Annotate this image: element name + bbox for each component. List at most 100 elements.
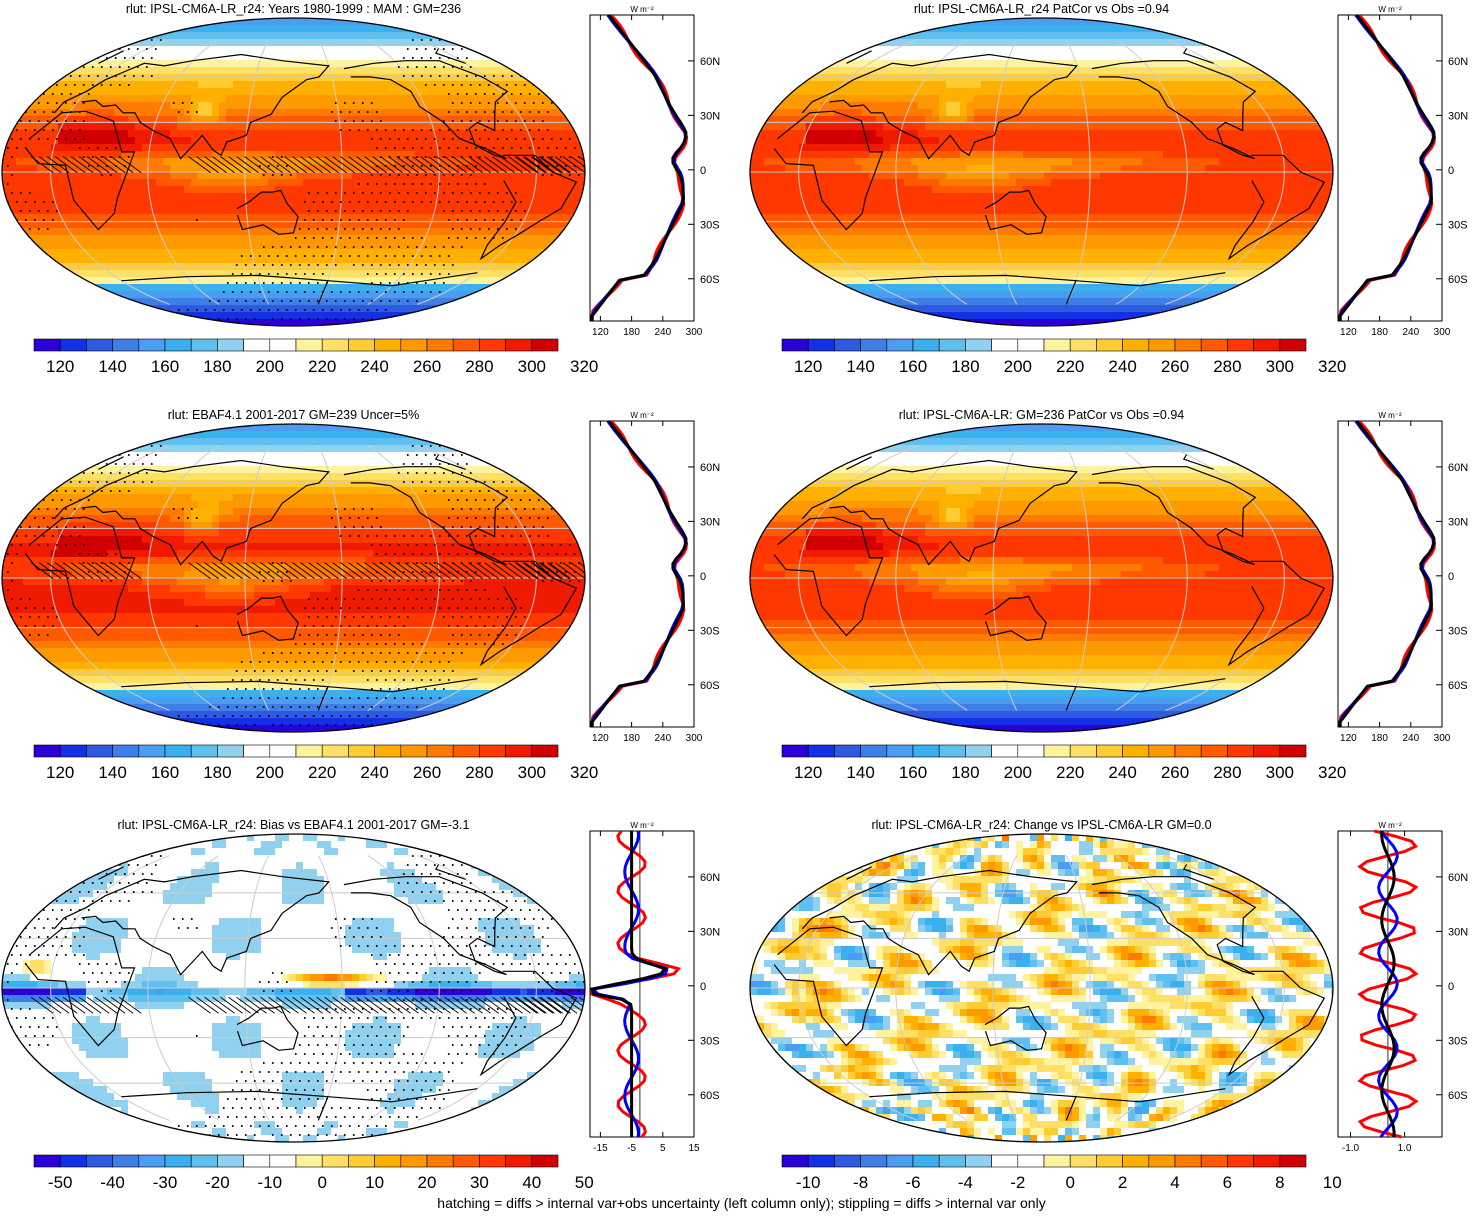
colorbar-swatch bbox=[375, 1155, 401, 1167]
profile-lat-tick: 60N bbox=[700, 56, 720, 68]
profile-lat-tick: 30S bbox=[1448, 219, 1468, 231]
figure-footnote: hatching = diffs > internal var+obs unce… bbox=[0, 1195, 1483, 1211]
profile-lat-tick: 60N bbox=[1448, 872, 1468, 884]
colorbar-label: 260 bbox=[413, 357, 441, 376]
colorbar-swatch bbox=[217, 745, 243, 757]
colorbar-swatch bbox=[939, 745, 965, 757]
colorbar-swatch bbox=[1280, 1155, 1306, 1167]
colorbar-swatch bbox=[296, 339, 322, 351]
colorbar-swatch bbox=[1018, 339, 1044, 351]
colorbar-swatch bbox=[479, 339, 505, 351]
profile-lat-tick: 0 bbox=[700, 981, 706, 993]
colorbar-swatch bbox=[1018, 1155, 1044, 1167]
profile-value-tick: 15 bbox=[688, 1143, 700, 1154]
colorbar-label: -40 bbox=[100, 1173, 125, 1192]
colorbar-swatch bbox=[1018, 745, 1044, 757]
colorbar-label: 10 bbox=[1323, 1173, 1342, 1192]
colorbar-swatch bbox=[427, 1155, 453, 1167]
colorbar-label: 8 bbox=[1275, 1173, 1284, 1192]
colorbar-swatch bbox=[1149, 339, 1175, 351]
colorbar-swatch bbox=[1123, 1155, 1149, 1167]
profile-value-tick: 240 bbox=[1402, 327, 1419, 338]
colorbar-swatch bbox=[861, 745, 887, 757]
colorbar-swatch bbox=[1201, 745, 1227, 757]
profile-unit-label: W m⁻² bbox=[630, 5, 654, 14]
colorbar-swatch bbox=[887, 1155, 913, 1167]
map-panel-p6: rlut: IPSL-CM6A-LR_r24: Change vs IPSL-C… bbox=[748, 816, 1483, 1216]
colorbar-swatch bbox=[1123, 339, 1149, 351]
colorbar-label: 320 bbox=[570, 357, 598, 376]
colorbar-swatch bbox=[1044, 1155, 1070, 1167]
colorbar-swatch bbox=[965, 1155, 991, 1167]
colorbar-swatch bbox=[60, 339, 86, 351]
colorbar-swatch bbox=[139, 1155, 165, 1167]
colorbar-label: 0 bbox=[317, 1173, 326, 1192]
colorbar-swatch bbox=[506, 339, 532, 351]
colorbar-swatch bbox=[479, 745, 505, 757]
colorbar-label: 0 bbox=[1065, 1173, 1074, 1192]
colorbar-label: 40 bbox=[522, 1173, 541, 1192]
colorbar-swatch bbox=[939, 339, 965, 351]
profile-lat-tick: 0 bbox=[700, 165, 706, 177]
colorbar-label: 280 bbox=[465, 357, 493, 376]
colorbar-swatch bbox=[887, 339, 913, 351]
colorbar-swatch bbox=[479, 1155, 505, 1167]
profile-value-tick: 300 bbox=[686, 733, 703, 744]
map-panel-p1: rlut: IPSL-CM6A-LR_r24: Years 1980-1999 … bbox=[0, 0, 735, 400]
colorbar-label: 180 bbox=[203, 357, 231, 376]
colorbar-swatch bbox=[244, 339, 270, 351]
colorbar-swatch bbox=[322, 1155, 348, 1167]
colorbar-label: 300 bbox=[1266, 357, 1294, 376]
colorbar-swatch bbox=[532, 339, 558, 351]
colorbar-label: 140 bbox=[846, 763, 874, 782]
colorbar-label: 260 bbox=[1161, 763, 1189, 782]
colorbar-swatch bbox=[1201, 339, 1227, 351]
colorbar-swatch bbox=[808, 339, 834, 351]
colorbar-swatch bbox=[113, 339, 139, 351]
profile-lat-tick: 30N bbox=[700, 516, 720, 528]
colorbar-label: 30 bbox=[470, 1173, 489, 1192]
colorbar-swatch bbox=[322, 745, 348, 757]
colorbar-swatch bbox=[191, 339, 217, 351]
colorbar-label: 240 bbox=[1108, 763, 1136, 782]
colorbar-swatch bbox=[244, 745, 270, 757]
colorbar-label: -8 bbox=[853, 1173, 868, 1192]
colorbar-label: 240 bbox=[1108, 357, 1136, 376]
colorbar-label: 20 bbox=[418, 1173, 437, 1192]
map-panel-p2: rlut: IPSL-CM6A-LR_r24 PatCor vs Obs =0.… bbox=[748, 0, 1483, 400]
colorbar-swatch bbox=[834, 339, 860, 351]
profile-value-tick: 300 bbox=[1434, 327, 1451, 338]
profile-unit-label: W m⁻² bbox=[630, 411, 654, 420]
colorbar-swatch bbox=[834, 1155, 860, 1167]
colorbar-swatch bbox=[1070, 1155, 1096, 1167]
colorbar-swatch bbox=[1044, 339, 1070, 351]
profile-lat-tick: 60N bbox=[1448, 462, 1468, 474]
profile-lat-tick: 30N bbox=[1448, 926, 1468, 938]
colorbar-swatch bbox=[191, 745, 217, 757]
colorbar-label: 160 bbox=[151, 763, 179, 782]
colorbar-swatch bbox=[887, 745, 913, 757]
profile-lat-tick: 60S bbox=[700, 274, 720, 286]
profile-lat-tick: 30S bbox=[700, 219, 720, 231]
colorbar-label: 320 bbox=[570, 763, 598, 782]
profile-value-tick: 120 bbox=[592, 327, 609, 338]
colorbar-swatch bbox=[1096, 1155, 1122, 1167]
colorbar-label: 200 bbox=[256, 357, 284, 376]
colorbar-label: 140 bbox=[846, 357, 874, 376]
colorbar-swatch bbox=[270, 745, 296, 757]
colorbar-swatch bbox=[296, 1155, 322, 1167]
colorbar-swatch bbox=[270, 1155, 296, 1167]
profile-lat-tick: 60S bbox=[1448, 1090, 1468, 1102]
colorbar-label: 160 bbox=[899, 357, 927, 376]
profile-value-tick: 120 bbox=[1340, 733, 1357, 744]
colorbar-label: -6 bbox=[905, 1173, 920, 1192]
colorbar-label: 300 bbox=[518, 763, 546, 782]
colorbar-swatch bbox=[1254, 339, 1280, 351]
colorbar-swatch bbox=[913, 339, 939, 351]
